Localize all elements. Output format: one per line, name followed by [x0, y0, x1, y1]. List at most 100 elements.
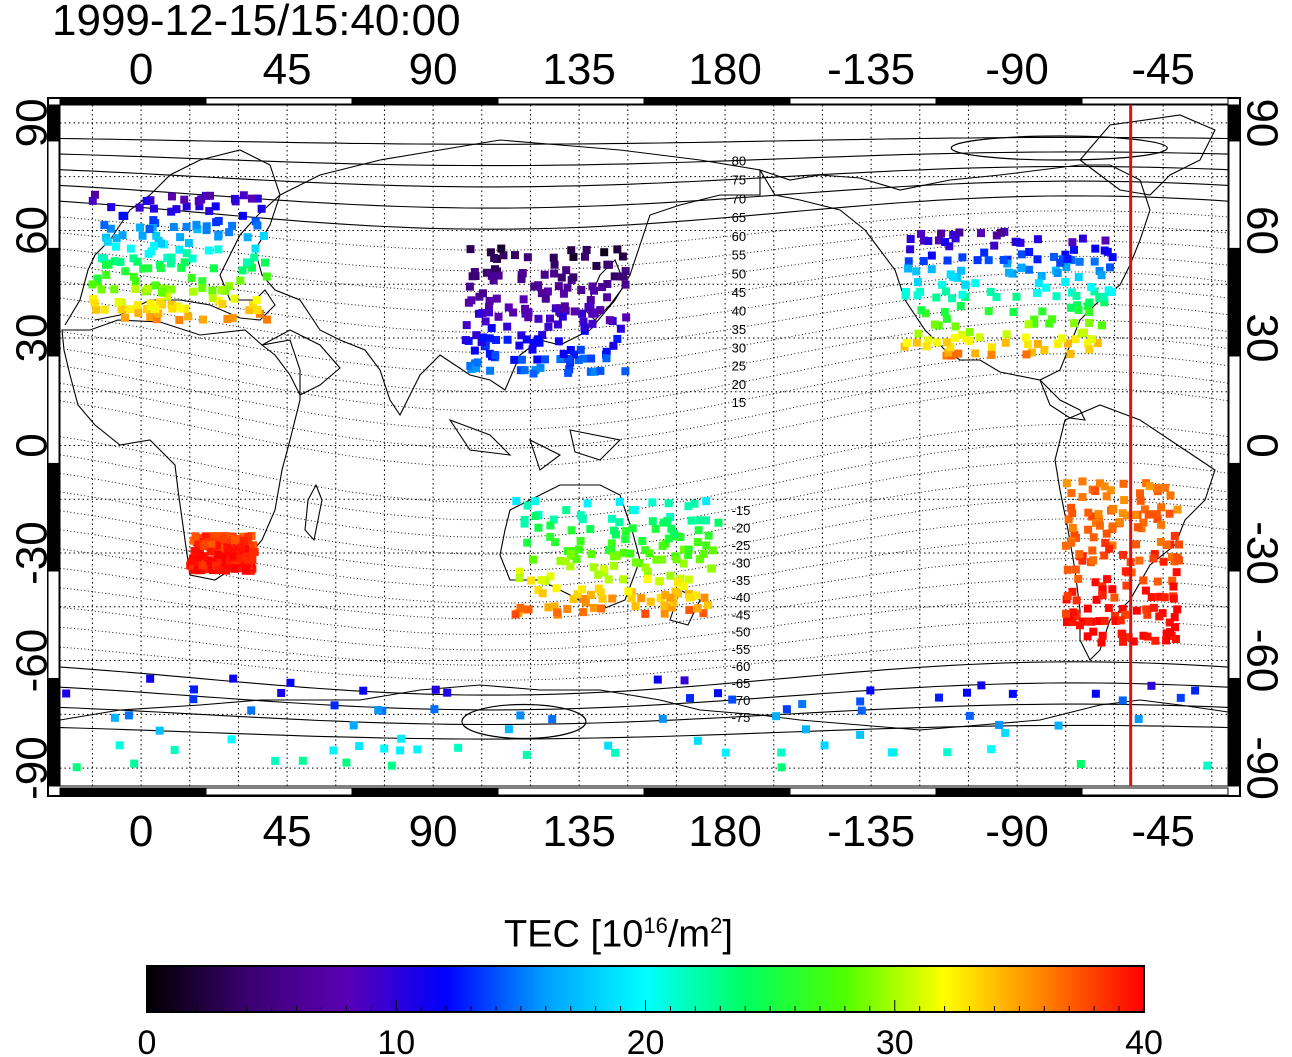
magnetic-latitude-label: -45 [732, 607, 751, 622]
tec-pixel [984, 307, 993, 316]
tec-pixel [1084, 508, 1093, 517]
tec-pixel [1120, 496, 1129, 505]
bottom-edge-segment [1081, 787, 1229, 796]
tec-pixel [638, 536, 647, 545]
tec-pixel [971, 349, 980, 358]
tec-pixel [563, 604, 572, 613]
tec-pixel [214, 232, 223, 241]
left-edge-segment [47, 104, 60, 142]
tec-pixel [1067, 288, 1076, 297]
tec-pixel [1106, 486, 1115, 495]
tec-pixel [193, 556, 202, 565]
tec-pixel [198, 277, 207, 286]
tec-pixel [648, 517, 657, 526]
tec-pixel [531, 497, 540, 506]
tec-pixel [277, 688, 286, 697]
tec-pixel [1072, 596, 1081, 605]
tec-pixel [1024, 320, 1033, 329]
tec-pixel [225, 557, 234, 566]
top-edge-segment [789, 97, 937, 105]
tec-pixel [1090, 257, 1099, 266]
tec-pixel [1091, 518, 1100, 527]
tec-pixel [1119, 550, 1128, 559]
magnetic-latitude-label: 30 [732, 340, 746, 355]
tec-pixel [1004, 268, 1013, 277]
tec-pixel [728, 695, 737, 704]
tec-pixel [259, 231, 268, 240]
tec-pixel [209, 264, 218, 273]
tec-pixel [1040, 345, 1049, 354]
tec-pixel [472, 364, 481, 373]
tec-pixel [588, 309, 597, 318]
tec-pixel [487, 271, 496, 280]
tec-pixel [117, 305, 126, 314]
colorbar-title-unit-exponent: 2 [710, 913, 723, 938]
tec-pixel [588, 319, 597, 328]
tec-pixel [248, 555, 257, 564]
tec-pixel [1090, 287, 1099, 296]
tec-pixel [551, 538, 560, 547]
bottom-edge-segment [205, 787, 353, 796]
tec-pixel [509, 308, 518, 317]
tec-pixel [904, 257, 913, 266]
tec-pixel [126, 305, 135, 314]
colorbar-tick-label: 10 [377, 1024, 415, 1057]
tec-pixel [857, 706, 866, 715]
tec-pixel [544, 322, 553, 331]
tec-pixel [523, 501, 532, 510]
tec-pixel [603, 293, 612, 302]
tec-pixel [1098, 590, 1107, 599]
tec-pixel [977, 681, 986, 690]
tec-pixel [1068, 238, 1077, 247]
magnetic-latitude-label: 35 [732, 322, 746, 337]
tec-pixel [1080, 328, 1089, 337]
tec-pixel [247, 194, 256, 203]
top-edge-segment [643, 97, 791, 105]
tec-pixel [112, 234, 121, 243]
tec-pixel [1111, 616, 1120, 625]
magnetic-latitude-contour [59, 724, 1229, 740]
tec-pixel [1066, 349, 1075, 358]
magnetic-latitude-label: 20 [732, 377, 746, 392]
tec-pixel [567, 246, 576, 255]
tec-pixel [937, 229, 946, 238]
magnetic-pole-contour-south [461, 703, 587, 740]
tec-pixel [562, 506, 571, 515]
tec-pixel [517, 355, 526, 364]
tec-pixel [963, 688, 972, 697]
tec-pixel [203, 556, 212, 565]
tec-pixel [1017, 263, 1026, 272]
tec-pixel [537, 289, 546, 298]
tec-pixel [694, 526, 703, 535]
tec-pixel [530, 282, 539, 291]
tec-pixel [1048, 315, 1057, 324]
tec-pixel [166, 259, 175, 268]
tec-pixel [656, 593, 665, 602]
tec-pixel [167, 285, 176, 294]
tec-pixel [206, 191, 215, 200]
tec-pixel [271, 756, 280, 765]
tec-pixel [1104, 604, 1113, 613]
colorbar-tick-label: 30 [876, 1024, 914, 1057]
tec-pixel [673, 577, 682, 586]
tec-pixel [242, 258, 251, 267]
tec-pixel [1071, 565, 1080, 574]
tec-pixel [543, 287, 552, 296]
colorbar-title: TEC [1016/m2] [504, 904, 733, 957]
tec-pixel [955, 228, 964, 237]
tec-pixel [1092, 595, 1101, 604]
tec-pixel [1049, 252, 1058, 261]
tec-pixel [72, 763, 81, 772]
tec-pixel [553, 320, 562, 329]
tec-pixel [138, 231, 147, 240]
tec-pixel [971, 279, 980, 288]
tec-pixel [1133, 523, 1142, 532]
tec-pixel [88, 280, 97, 289]
tec-pixel [622, 527, 631, 536]
tec-pixel [538, 331, 547, 340]
tec-pixel [1085, 345, 1094, 354]
tec-pixel [215, 565, 224, 574]
tec-pixel [1052, 292, 1061, 301]
tec-pixel [211, 202, 220, 211]
tec-pixel [956, 301, 965, 310]
